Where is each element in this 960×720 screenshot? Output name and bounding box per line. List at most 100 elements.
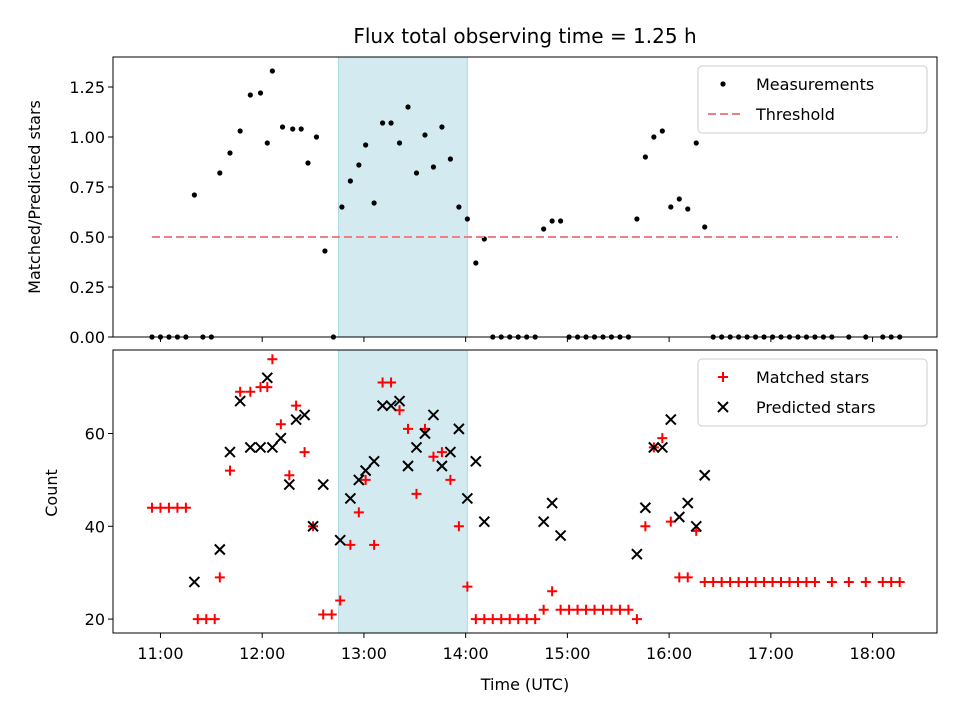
data-point [284,470,295,481]
legend-marker [718,372,728,382]
data-point [386,377,397,388]
y-tick-label: 60 [85,425,105,444]
data-point [403,423,414,434]
data-point [682,572,693,583]
data-point [307,520,319,533]
data-point [335,595,346,606]
data-point [444,446,457,458]
x-axis-label: Time (UTC) [480,675,569,694]
data-point [345,539,356,550]
data-point [673,511,685,523]
data-point [227,150,233,156]
x-tick-label: 13:00 [341,644,387,663]
data-point [439,124,445,130]
data-point [201,614,212,625]
data-point [699,576,710,587]
data-point [172,502,183,513]
x-tick-label: 17:00 [748,644,794,663]
data-point [353,507,364,518]
data-point [487,614,498,625]
data-point [291,400,302,411]
data-point [275,419,286,430]
data-point [411,488,422,499]
data-point [419,427,431,440]
data-point [886,576,897,587]
data-point [264,140,270,146]
data-point [496,614,507,625]
axes-frame [112,349,938,634]
data-point [478,515,491,528]
data-point [339,204,345,210]
data-point [589,604,600,615]
data-point [430,164,437,170]
data-point [547,586,558,597]
data-point [363,142,369,148]
data-point [298,126,304,132]
data-point [298,409,311,421]
legend-entry-predicted-stars: Predicted stars [717,398,876,417]
data-point [244,441,257,454]
data-point [275,432,287,444]
legend-marker [717,401,729,413]
data-point [659,128,665,134]
data-point [479,614,490,625]
highlight-span [338,350,468,633]
bottom-y-axis-label: Count [42,469,61,517]
data-point [668,204,674,210]
data-point [651,134,657,140]
data-point [385,399,397,412]
data-point [245,386,256,397]
data-point [445,474,456,485]
data-point [267,354,278,365]
legend-label: Matched stars [756,368,869,387]
data-point [877,576,888,587]
data-point [377,377,388,388]
data-point [648,441,660,454]
data-point [623,604,634,615]
data-point [360,474,371,485]
data-point [422,132,428,138]
data-point [693,140,699,146]
data-point [269,68,275,74]
data-point [860,576,871,587]
data-point [809,576,820,587]
data-point [784,576,795,587]
data-point [402,460,414,472]
data-point [180,502,191,513]
data-point [299,447,310,458]
data-point [262,382,273,393]
data-point [305,160,311,166]
data-point [237,128,243,134]
data-point [254,441,267,454]
data-point [470,455,482,468]
data-point [504,614,515,625]
data-point [456,204,462,210]
legend-box [697,65,928,134]
data-point [192,614,203,625]
data-point [537,515,550,528]
data-point [379,120,386,126]
data-point [639,502,652,514]
data-point [708,576,719,587]
x-tick-label: 16:00 [646,644,692,663]
data-point [224,465,235,476]
data-point [396,140,403,146]
data-point [247,92,253,98]
data-point [344,492,357,505]
data-point [682,497,694,509]
data-point [546,497,558,509]
legend-label: Threshold [755,105,835,124]
data-point [558,218,564,224]
data-point [634,216,640,222]
data-point [538,604,549,615]
data-point [257,90,264,96]
data-point [214,572,225,583]
y-tick-label: 1.25 [69,78,105,97]
legend-entry-matched-stars: Matched stars [718,368,869,387]
data-point [530,614,541,625]
x-tick-label: 14:00 [443,644,489,663]
data-point [326,609,337,620]
data-point [356,162,362,168]
data-point [750,576,761,587]
data-point [702,224,708,230]
